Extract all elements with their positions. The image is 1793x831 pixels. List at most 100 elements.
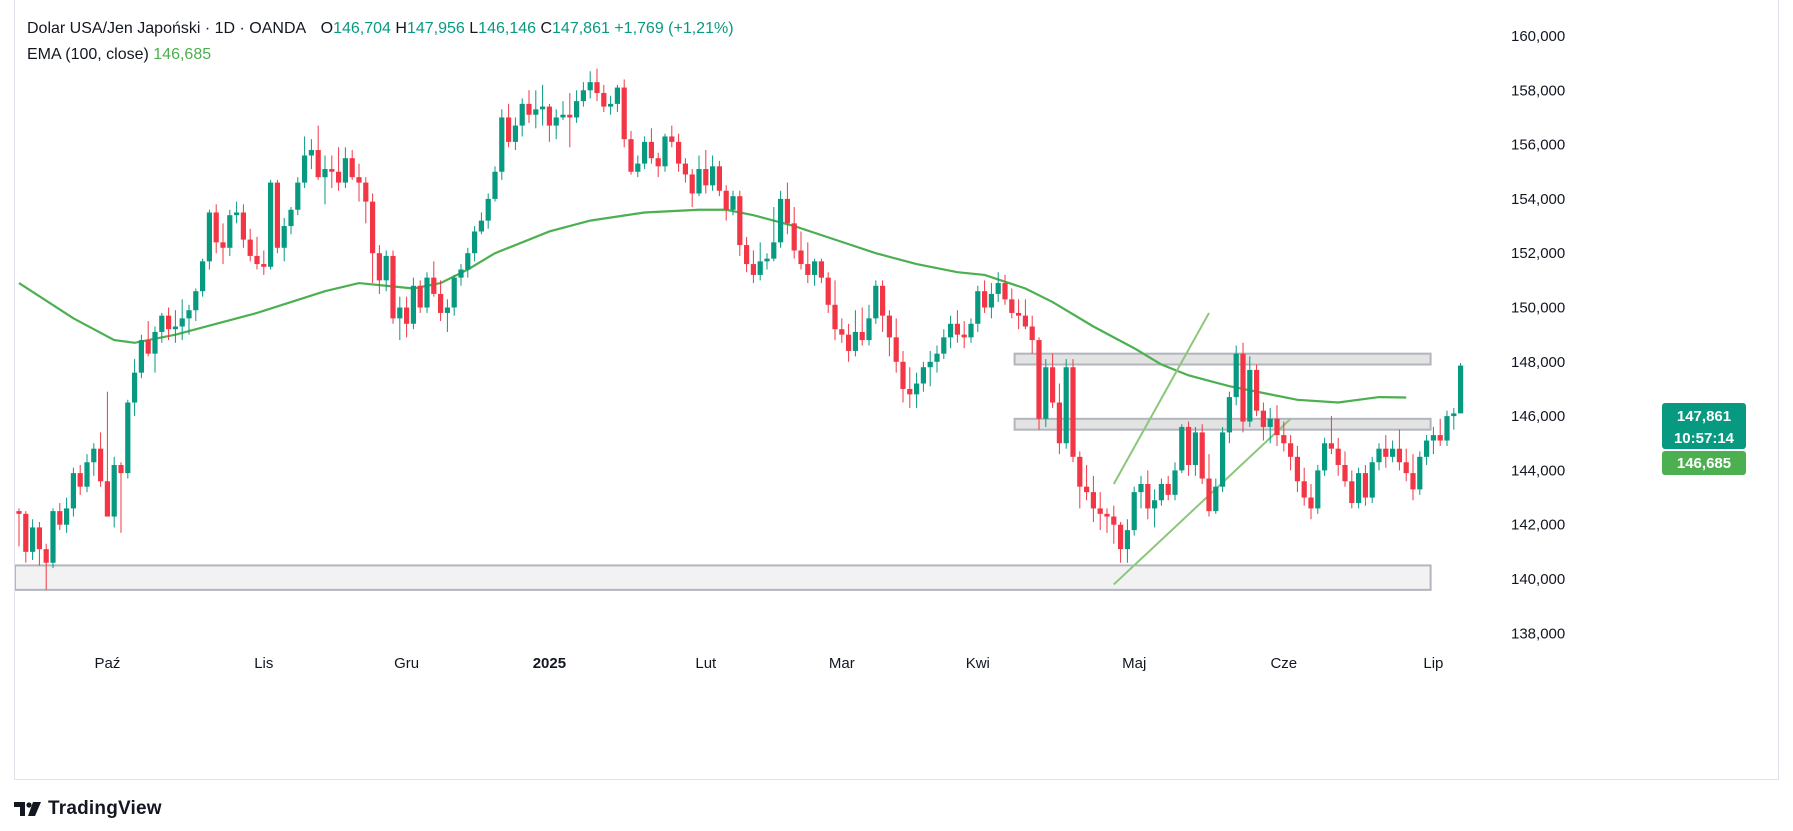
candle-body [587,82,593,91]
candle [1022,299,1028,330]
candle [941,329,947,360]
candle [1356,467,1362,509]
candle-body [410,285,416,324]
candle [512,117,518,151]
candle-body [1362,473,1368,498]
candle [1294,445,1300,493]
candle-body [648,141,654,159]
ema-line-legend: EMA (100, close) 146,685 [27,42,734,68]
candle-body [472,231,478,254]
candle [1138,475,1144,509]
candle [1233,345,1239,406]
candle-body [234,212,240,216]
candle-body [730,196,736,210]
candle-body [329,169,335,172]
candle [1274,405,1280,446]
time-axis[interactable]: Paź Lis Gru 2025 Lut Mar Kwi Maj Cze Lip [94,655,1443,672]
candle [179,299,185,341]
footer-brand[interactable]: TradingView [14,796,162,822]
candle [1383,435,1389,468]
chart-legend: Dolar USA/Jen Japoński · 1D · OANDA O146… [27,16,734,68]
candle-body [873,285,879,319]
y-tick-label: 156,000 [1511,137,1565,154]
candle-body [166,315,172,330]
candle-body [1437,435,1443,441]
candle-body [601,93,607,107]
candle [852,310,858,357]
candle-body [778,198,784,243]
candle-body [444,307,450,313]
candle [111,456,117,528]
candle-body [1104,513,1110,517]
candle [1084,464,1090,501]
candle-body [43,549,49,563]
candle-body [84,462,90,487]
candle [172,310,178,343]
candle [220,223,226,265]
candle-body [1335,448,1341,465]
candle-body [1417,456,1423,490]
candle-body [1342,464,1348,482]
zone-1 [1013,352,1432,366]
candle-body [1111,516,1117,525]
ema-label[interactable]: EMA (100, close) [27,46,149,63]
candle [839,318,845,343]
candle-body [77,473,83,487]
candle [1376,443,1382,471]
candle-body [363,182,369,202]
candle [880,280,886,332]
candle-body [954,323,960,335]
candle-body [1016,312,1022,316]
candle-body [1145,483,1151,509]
candle [281,217,287,262]
candle-body [1288,443,1294,457]
candle [778,190,784,248]
candle-body [118,464,124,474]
candle-body [716,166,722,191]
candle [832,280,838,341]
candle [1158,478,1164,506]
candle-body [859,331,865,341]
candle [757,242,763,281]
candle-body [764,258,770,262]
candle [825,272,831,313]
candle-body [1070,367,1076,457]
candle-body [995,283,1001,294]
candle [948,315,954,349]
candle [1349,470,1355,509]
candle-body [961,334,967,338]
candle-body [370,201,376,254]
candle-body [886,315,892,338]
candle-body [628,139,634,172]
price-axis[interactable]: 138,000 140,000 142,000 144,000 146,000 148,0… [1511,28,1565,642]
candle-body [315,150,321,178]
candle [336,147,342,191]
candle [390,250,396,324]
candle-body [356,177,362,183]
candle-body [920,367,926,384]
chart-frame[interactable]: 138,000 140,000 142,000 144,000 146,000 148,0… [14,0,1779,780]
candle [1016,299,1022,330]
candle [1424,435,1430,465]
candle [193,288,199,322]
candle [1179,424,1185,474]
candle-body [968,323,974,338]
candle [1063,359,1069,449]
candle [696,155,702,197]
candle [1070,359,1076,463]
candle [363,177,369,224]
candle-body [1240,353,1246,422]
candle-body [288,209,294,227]
price-chart[interactable]: 138,000 140,000 142,000 144,000 146,000 148,0… [15,0,1780,780]
candle-body [750,264,756,275]
candle [662,133,668,172]
candle-body [1090,492,1096,509]
candle [213,204,219,254]
candle-body [1206,478,1212,512]
candle [356,163,362,202]
candle-body [941,337,947,354]
candle-body [1267,418,1273,427]
candle [546,103,552,142]
symbol-title[interactable]: Dolar USA/Jen Japoński · 1D · OANDA [27,20,307,37]
candle [1410,454,1416,501]
